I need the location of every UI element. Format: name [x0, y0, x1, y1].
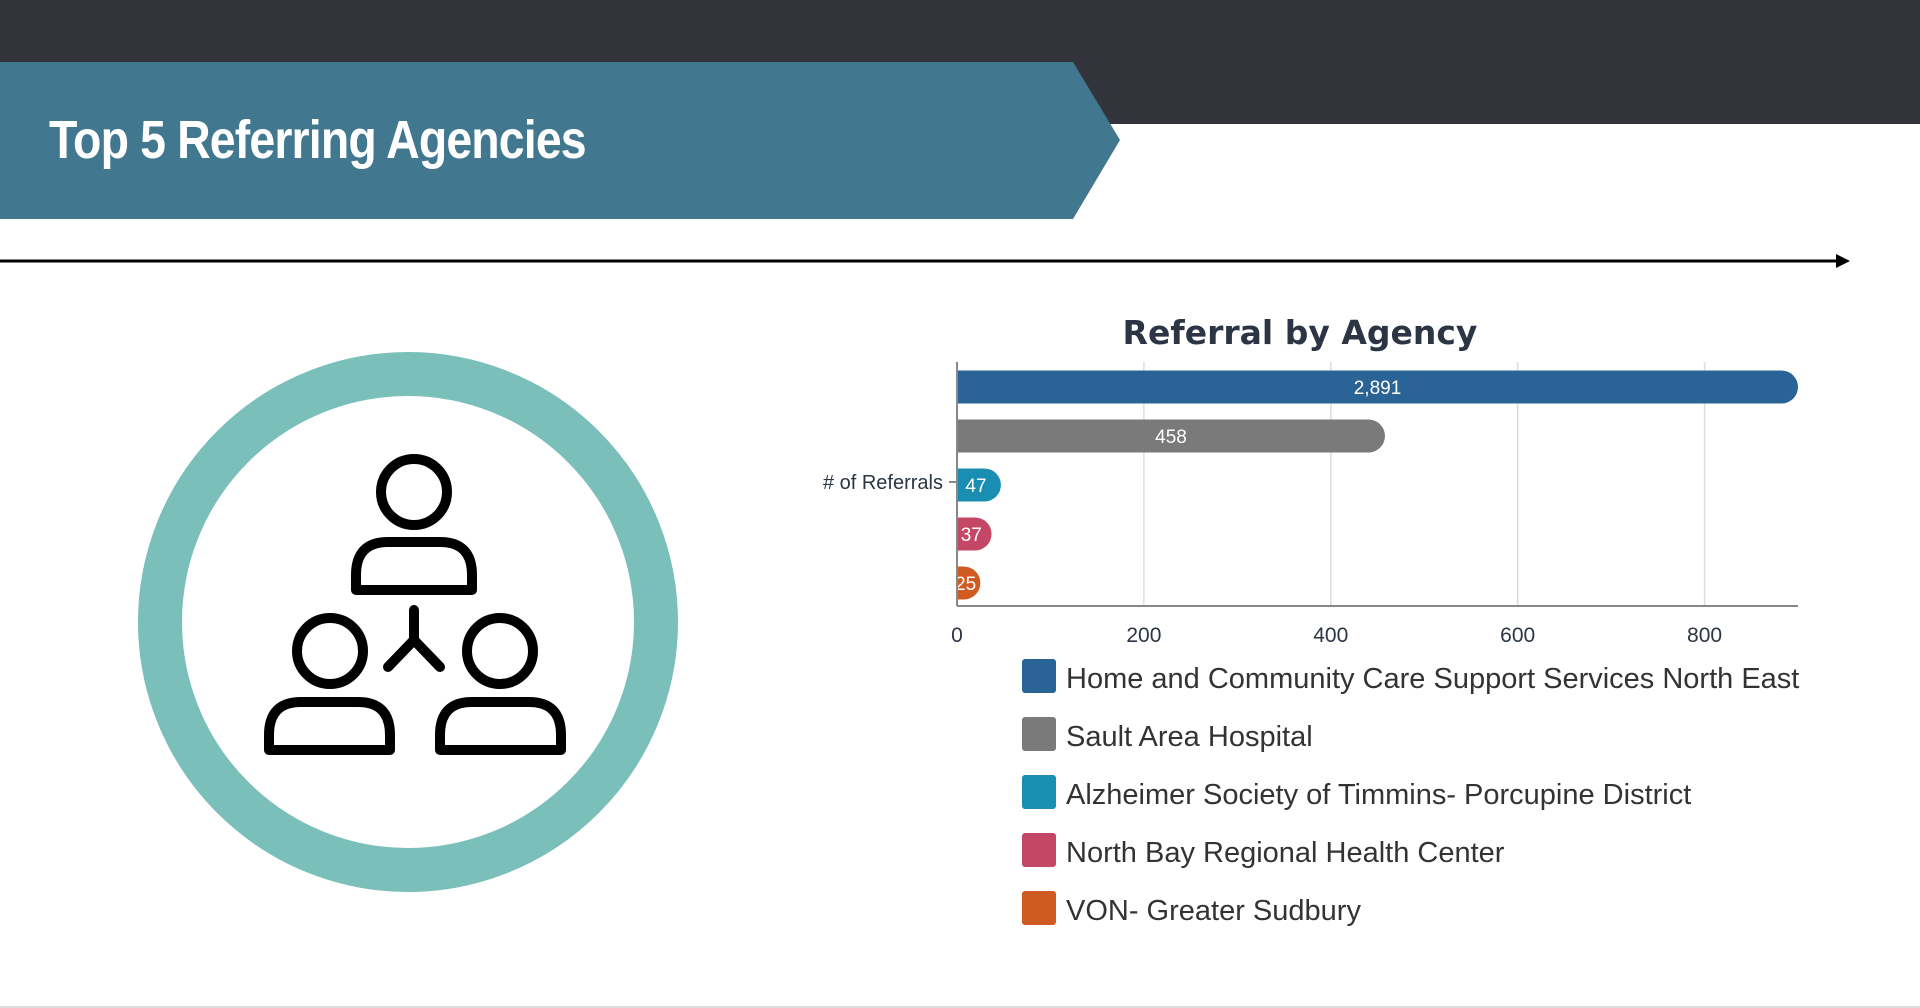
legend-swatch — [1022, 717, 1056, 751]
bar-value-label: 458 — [1155, 427, 1187, 448]
legend-label: North Bay Regional Health Center — [1066, 837, 1505, 869]
timeline-arrow — [0, 254, 1850, 268]
x-tick-label: 400 — [1313, 624, 1348, 647]
legend-swatch — [1022, 775, 1056, 809]
bar-value-label: 2,891 — [1354, 378, 1402, 399]
bar-value-label: 25 — [955, 574, 976, 595]
bar-2 — [957, 468, 1001, 502]
bar-4 — [957, 566, 981, 600]
legend-label: VON- Greater Sudbury — [1066, 895, 1361, 927]
people-network-icon — [138, 352, 678, 892]
person-head-right — [462, 613, 538, 689]
person-head-left — [292, 613, 368, 689]
legend-layer: Home and Community Care Support Services… — [1022, 659, 1799, 927]
bars-layer: 2,891 458 47 37 25 — [955, 370, 1798, 600]
circle-ring — [138, 352, 678, 892]
x-tick-label: 200 — [1126, 624, 1161, 647]
axis-layer: 0 200 400 600 800 # of Referrals — [823, 362, 1798, 647]
x-tick-label: 800 — [1687, 624, 1722, 647]
chart-title: Referral by Agency — [1123, 313, 1478, 352]
category-label: # of Referrals — [823, 472, 943, 494]
legend-swatch — [1022, 891, 1056, 925]
legend-swatch — [1022, 659, 1056, 693]
x-tick-label: 0 — [951, 624, 963, 647]
slide-title: Top 5 Referring Agencies — [49, 110, 587, 170]
legend-label: Alzheimer Society of Timmins- Porcupine … — [1066, 779, 1691, 811]
legend-swatch — [1022, 833, 1056, 867]
person-body-top — [351, 537, 477, 595]
bar-value-label: 47 — [965, 476, 986, 497]
bar-value-label: 37 — [961, 525, 982, 546]
bar-0 — [957, 370, 1798, 404]
person-head-top — [376, 454, 452, 530]
person-body-left — [264, 697, 395, 755]
person-body-right — [435, 697, 566, 755]
connector — [383, 605, 445, 672]
legend-label: Sault Area Hospital — [1066, 721, 1313, 753]
bar-3 — [957, 517, 992, 551]
x-tick-label: 600 — [1500, 624, 1535, 647]
referral-chart: Referral by Agency 2,891 458 47 37 25 0 200 40… — [823, 313, 1799, 927]
bottom-rule — [0, 1006, 1920, 1008]
legend-label: Home and Community Care Support Services… — [1066, 663, 1799, 695]
bar-1 — [957, 419, 1385, 453]
title-banner — [0, 62, 1120, 219]
